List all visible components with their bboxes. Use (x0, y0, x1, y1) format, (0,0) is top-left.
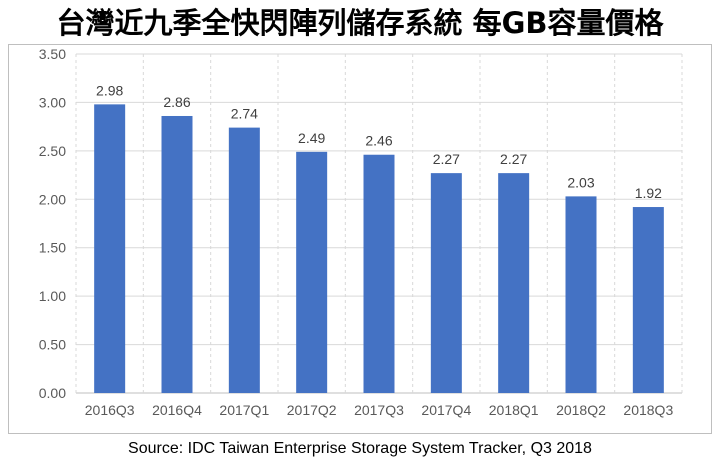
y-tick-label: 0.50 (39, 337, 66, 353)
x-tick-label: 2017Q2 (287, 402, 337, 418)
y-tick-label: 2.00 (39, 191, 66, 207)
bar-2017Q4 (430, 173, 462, 393)
bar-2018Q3 (632, 207, 664, 393)
bar-value-label: 2.46 (365, 133, 392, 149)
bar-value-label: 2.03 (567, 174, 594, 190)
bar-2017Q2 (296, 151, 328, 393)
bar-2018Q1 (498, 173, 530, 393)
x-tick-label: 2017Q1 (219, 402, 269, 418)
y-tick-label: 3.50 (39, 46, 66, 62)
x-tick-label: 2017Q3 (354, 402, 404, 418)
x-tick-label: 2018Q2 (556, 402, 606, 418)
y-tick-label: 1.50 (39, 240, 66, 256)
x-tick-label: 2016Q3 (85, 402, 135, 418)
bar-2017Q3 (363, 154, 395, 393)
x-tick-label: 2016Q4 (152, 402, 202, 418)
bar-2017Q1 (228, 127, 260, 394)
y-tick-label: 0.00 (39, 385, 66, 401)
bar-value-label: 2.74 (231, 106, 258, 122)
chart-title: 台灣近九季全快閃陣列儲存系統 每GB容量價格 (56, 6, 664, 40)
bar-value-label: 2.27 (433, 151, 460, 167)
bar-value-label: 2.86 (163, 94, 190, 110)
y-tick-label: 2.50 (39, 143, 66, 159)
bar-value-label: 1.92 (635, 185, 662, 201)
bar-value-label: 2.98 (96, 82, 123, 98)
source-note: Source: IDC Taiwan Enterprise Storage Sy… (128, 440, 592, 457)
bar-2016Q3 (94, 104, 126, 393)
bar-2016Q4 (161, 115, 193, 393)
x-tick-label: 2018Q1 (489, 402, 539, 418)
bar-value-label: 2.27 (500, 151, 527, 167)
y-tick-label: 1.00 (39, 288, 66, 304)
bar-2018Q2 (565, 196, 597, 393)
x-tick-label: 2018Q3 (623, 402, 673, 418)
bar-value-label: 2.49 (298, 130, 325, 146)
x-tick-label: 2017Q4 (421, 402, 471, 418)
y-tick-label: 3.00 (39, 94, 66, 110)
